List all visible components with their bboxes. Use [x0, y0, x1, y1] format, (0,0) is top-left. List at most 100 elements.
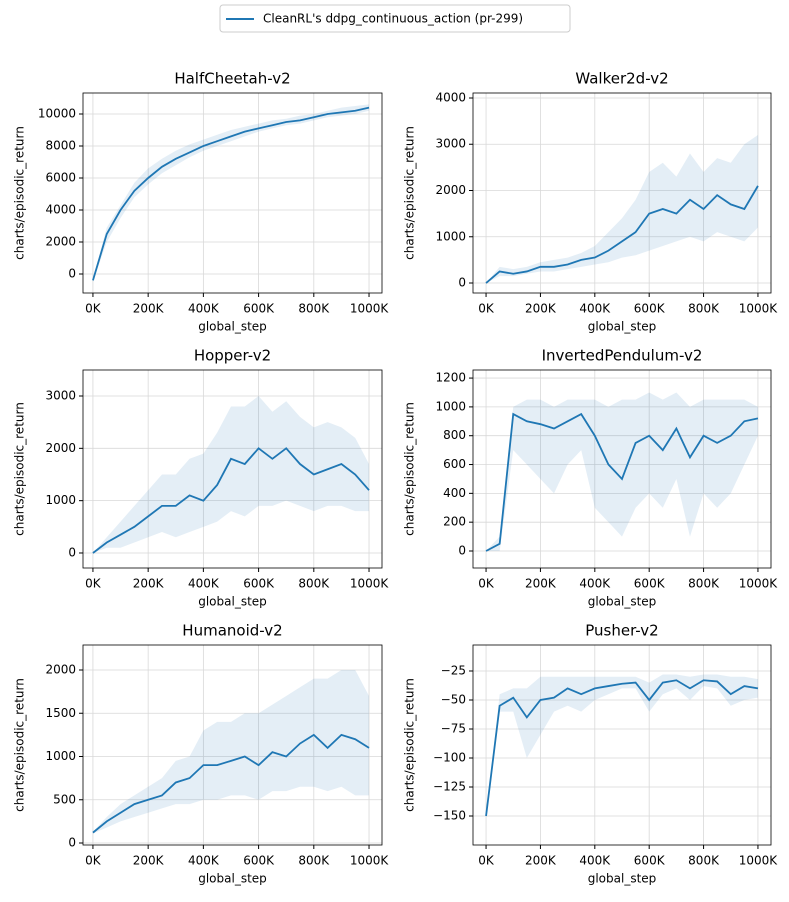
x-axis-label: global_step	[588, 872, 657, 886]
y-axis-label: charts/episodic_return	[403, 678, 417, 812]
y-axis-label: charts/episodic_return	[403, 126, 417, 260]
y-tick-label: 2000	[45, 663, 76, 677]
x-axis-label: global_step	[588, 595, 657, 609]
line	[485, 185, 759, 284]
x-tick-label: 1000K	[350, 854, 390, 868]
x-tick-label: 1000K	[739, 577, 779, 591]
y-axis-label: charts/episodic_return	[13, 126, 27, 260]
y-tick-label: 800	[443, 428, 466, 442]
x-tick-label: 200K	[133, 302, 165, 316]
x-tick-label: 600K	[634, 854, 666, 868]
y-axis-label: charts/episodic_return	[403, 402, 417, 536]
line	[485, 412, 759, 552]
axes-frame	[82, 369, 383, 569]
y-tick-label: 0	[68, 266, 76, 280]
x-tick-label: 600K	[634, 302, 666, 316]
x-tick-label: 0K	[478, 302, 495, 316]
line	[485, 679, 759, 817]
x-axis-label: global_step	[198, 872, 267, 886]
band	[92, 670, 370, 834]
y-tick-label: 600	[443, 457, 466, 471]
x-tick-label: 800K	[688, 302, 720, 316]
x-tick-label: 0K	[478, 854, 495, 868]
x-tick-label: 200K	[525, 854, 557, 868]
y-axis-label: charts/episodic_return	[13, 402, 27, 536]
chart-title: Walker2d-v2	[575, 70, 668, 88]
line	[92, 106, 370, 281]
y-tick-label: 8000	[45, 138, 76, 152]
chart-title: HalfCheetah-v2	[174, 70, 290, 88]
x-tick-label: 0K	[85, 854, 102, 868]
y-tick-label: 4000	[45, 202, 76, 216]
y-tick-label: 200	[443, 515, 466, 529]
y-tick-label: −25	[441, 663, 466, 677]
y-tick-label: 500	[53, 792, 76, 806]
x-tick-label: 200K	[133, 854, 165, 868]
y-tick-label: 3000	[45, 389, 76, 403]
x-axis-label: global_step	[198, 595, 267, 609]
y-tick-label: 2000	[435, 183, 466, 197]
axes-frame	[82, 92, 383, 294]
x-tick-label: 600K	[243, 577, 275, 591]
y-tick-label: 6000	[45, 170, 76, 184]
x-tick-label: 800K	[688, 577, 720, 591]
x-tick-label: 0K	[478, 577, 495, 591]
x-tick-label: 0K	[85, 302, 102, 316]
x-tick-label: 800K	[298, 577, 330, 591]
y-tick-label: 1000	[45, 493, 76, 507]
y-tick-label: −50	[441, 692, 466, 706]
y-tick-label: −125	[433, 779, 466, 793]
x-tick-label: 200K	[525, 302, 557, 316]
chart-title: Pusher-v2	[585, 622, 658, 640]
y-tick-label: 4000	[435, 90, 466, 104]
y-tick-label: 0	[68, 836, 76, 850]
y-tick-label: 400	[443, 486, 466, 500]
x-tick-label: 400K	[579, 854, 611, 868]
x-tick-label: 800K	[298, 854, 330, 868]
x-tick-label: 800K	[298, 302, 330, 316]
band	[92, 104, 370, 282]
axes-frame	[472, 92, 772, 294]
x-tick-label: 1000K	[350, 577, 390, 591]
y-tick-label: 2000	[45, 441, 76, 455]
y-tick-label: 1000	[435, 229, 466, 243]
x-tick-label: 800K	[688, 854, 720, 868]
legend-label: CleanRL's ddpg_continuous_action (pr-299…	[263, 12, 523, 26]
y-tick-label: −150	[433, 808, 466, 822]
band	[92, 396, 370, 553]
y-tick-label: 0	[458, 276, 466, 290]
x-tick-label: 600K	[243, 854, 275, 868]
line	[92, 447, 370, 554]
y-tick-label: 1200	[435, 371, 466, 385]
x-tick-label: 0K	[85, 577, 102, 591]
y-tick-label: 1000	[435, 399, 466, 413]
x-tick-label: 600K	[243, 302, 275, 316]
y-tick-label: 3000	[435, 137, 466, 151]
x-tick-label: 200K	[525, 577, 557, 591]
band	[486, 134, 758, 284]
x-tick-label: 1000K	[350, 302, 390, 316]
y-tick-label: 1500	[45, 706, 76, 720]
x-axis-label: global_step	[198, 320, 267, 334]
x-tick-label: 1000K	[739, 302, 779, 316]
chart-title: InvertedPendulum-v2	[542, 347, 703, 365]
axes-frame	[472, 369, 772, 569]
x-tick-label: 400K	[188, 577, 220, 591]
band	[486, 674, 758, 816]
x-axis-label: global_step	[588, 320, 657, 334]
line	[92, 733, 370, 834]
x-tick-label: 1000K	[739, 854, 779, 868]
legend	[219, 4, 571, 33]
x-tick-label: 600K	[634, 577, 666, 591]
x-tick-label: 200K	[133, 577, 165, 591]
x-tick-label: 400K	[188, 302, 220, 316]
y-tick-label: −100	[433, 750, 466, 764]
y-tick-label: 10000	[38, 106, 76, 120]
y-tick-label: 0	[458, 543, 466, 557]
y-axis-label: charts/episodic_return	[13, 678, 27, 812]
x-tick-label: 400K	[579, 577, 611, 591]
y-tick-label: 2000	[45, 234, 76, 248]
y-tick-label: −75	[441, 721, 466, 735]
